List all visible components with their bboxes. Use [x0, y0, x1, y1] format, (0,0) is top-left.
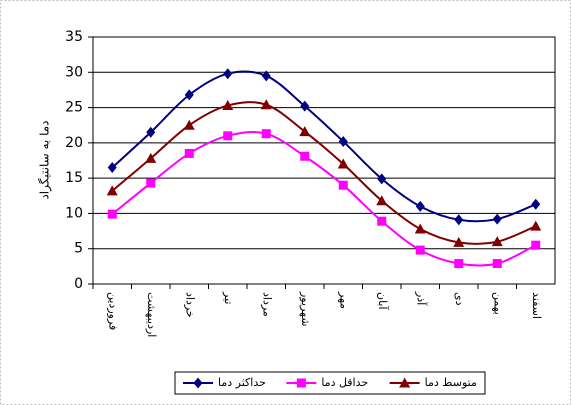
legend: حداکثر دما حداقل دما متوسط دما	[174, 371, 486, 395]
legend-box	[174, 371, 486, 395]
marker	[338, 135, 348, 147]
legend-marker	[296, 378, 306, 388]
marker	[223, 68, 233, 80]
marker	[377, 216, 387, 226]
marker	[415, 200, 425, 212]
marker	[530, 220, 542, 231]
marker	[223, 131, 233, 141]
marker	[454, 259, 464, 269]
x-tick-label: آذر	[414, 291, 428, 306]
marker	[107, 162, 117, 174]
marker	[146, 126, 156, 138]
marker	[222, 99, 234, 110]
marker	[106, 185, 118, 196]
marker	[337, 158, 349, 169]
marker	[454, 214, 464, 226]
marker	[338, 180, 348, 190]
marker	[492, 213, 502, 225]
y-tick-label: 15	[65, 170, 83, 186]
y-tick-label: 20	[65, 135, 83, 151]
marker	[377, 173, 387, 185]
marker	[453, 236, 465, 247]
marker	[531, 240, 541, 250]
marker	[183, 119, 195, 130]
x-tick-label: فروردین	[106, 292, 119, 330]
legend-label: حداقل دما	[321, 376, 368, 389]
marker	[491, 236, 503, 247]
x-tick-label: آبان	[376, 292, 390, 310]
marker	[145, 152, 157, 163]
x-tick-label: تیر	[222, 291, 235, 304]
marker	[376, 195, 388, 206]
x-tick-label: بهمن	[491, 292, 504, 315]
marker	[492, 259, 502, 269]
marker	[107, 209, 117, 219]
marker	[146, 178, 156, 188]
marker	[260, 99, 272, 110]
x-tick-label: اردیبهشت	[145, 292, 158, 337]
marker	[300, 151, 310, 161]
x-tick-label: شهریور	[299, 291, 312, 326]
marker	[414, 223, 426, 234]
y-tick-label: 10	[65, 205, 83, 221]
x-tick-label: خرداد	[183, 292, 196, 318]
marker	[415, 245, 425, 255]
marker	[261, 129, 271, 139]
y-tick-label: 0	[74, 276, 83, 292]
x-tick-label: مهر	[337, 291, 350, 309]
legend-marker	[399, 377, 411, 388]
plot-area	[92, 36, 556, 285]
y-axis-label: دما به سانتیگراد	[38, 120, 53, 199]
marker	[261, 70, 271, 82]
legend-label: حداکثر دما	[218, 376, 266, 389]
y-tick-label: 30	[65, 64, 83, 80]
legend-label: متوسط دما	[425, 376, 477, 389]
x-tick-label: مرداد	[260, 292, 273, 317]
legend-marker	[193, 377, 203, 389]
marker	[184, 148, 194, 158]
x-tick-label: اسفند	[530, 292, 543, 319]
y-tick-label: 35	[65, 29, 83, 45]
y-tick-label: 25	[65, 100, 83, 116]
x-tick-label: دی	[453, 292, 466, 306]
marker	[531, 198, 541, 210]
marker	[184, 89, 194, 101]
marker	[299, 126, 311, 137]
y-tick-label: 5	[74, 241, 83, 257]
marker	[300, 100, 310, 112]
